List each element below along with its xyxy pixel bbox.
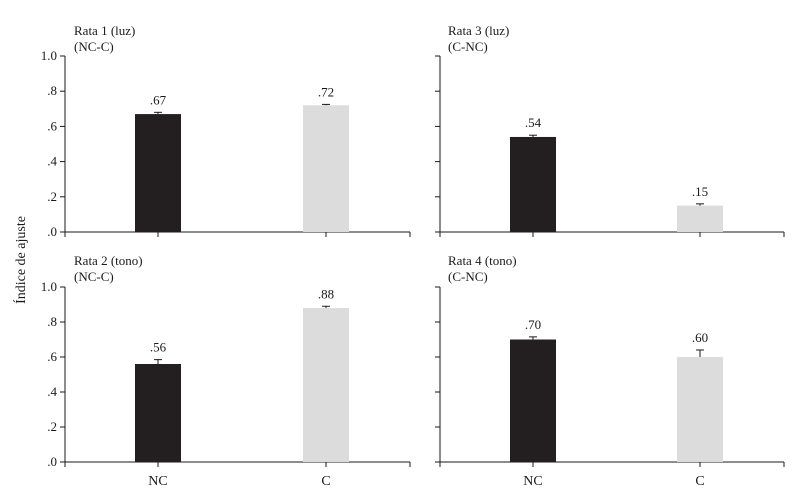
data-label: .54 xyxy=(525,115,542,130)
chart-panel-1: Rata 1 (luz)(NC-C) .0 .2 .4 .6 .8 1.0 .67 .72 xyxy=(41,23,411,239)
bar-c xyxy=(677,357,723,462)
y-axis-label: Índice de ajuste xyxy=(12,216,29,304)
data-label: .56 xyxy=(150,340,167,355)
data-label: .15 xyxy=(692,184,708,199)
y-tick-label: .0 xyxy=(47,224,57,239)
data-label: .72 xyxy=(318,84,334,99)
chart-panel-4: Rata 4 (tono)(C-NC) .70 NC .60 C xyxy=(435,253,785,489)
panel-title: Rata 2 (tono) xyxy=(74,253,143,268)
y-tick-label: .2 xyxy=(47,189,57,204)
x-tick-label: NC xyxy=(523,474,542,489)
y-tick-label: .8 xyxy=(47,83,57,98)
y-tick-label: .4 xyxy=(47,384,57,399)
data-label: .88 xyxy=(318,286,334,301)
bar-c xyxy=(303,308,349,462)
bar-c xyxy=(677,205,723,232)
data-label: .70 xyxy=(525,317,541,332)
y-tick-label: .6 xyxy=(47,349,57,364)
data-label: .67 xyxy=(150,92,167,107)
y-tick-label: .4 xyxy=(47,154,57,169)
y-tick-label: .8 xyxy=(47,314,57,329)
bar-nc xyxy=(135,364,181,462)
panel-subtitle: (C-NC) xyxy=(448,39,488,54)
panel-title: Rata 3 (luz) xyxy=(448,23,509,38)
bar-c xyxy=(303,105,349,232)
x-tick-label: C xyxy=(695,474,704,489)
bar-nc xyxy=(510,136,556,232)
bar-nc xyxy=(135,114,181,232)
x-tick-label: C xyxy=(321,474,330,489)
bar-nc xyxy=(510,339,556,462)
panel-title: Rata 4 (tono) xyxy=(448,253,517,268)
panel-title: Rata 1 (luz) xyxy=(74,23,135,38)
y-tick-label: 1.0 xyxy=(41,48,57,63)
chart-panel-2: Rata 3 (luz)(C-NC) .54 .15 xyxy=(435,23,785,237)
panel-subtitle: (C-NC) xyxy=(448,269,488,284)
data-label: .60 xyxy=(692,330,708,345)
chart-panel-3: Rata 2 (tono)(NC-C) .0 .2 .4 .6 .8 1.0 .56 NC .88… xyxy=(41,253,411,489)
panel-subtitle: (NC-C) xyxy=(74,269,114,284)
panel-subtitle: (NC-C) xyxy=(74,39,114,54)
y-tick-label: .0 xyxy=(47,454,57,469)
y-tick-label: 1.0 xyxy=(41,279,57,294)
y-tick-label: .2 xyxy=(47,419,57,434)
x-tick-label: NC xyxy=(148,474,167,489)
y-tick-label: .6 xyxy=(47,118,57,133)
